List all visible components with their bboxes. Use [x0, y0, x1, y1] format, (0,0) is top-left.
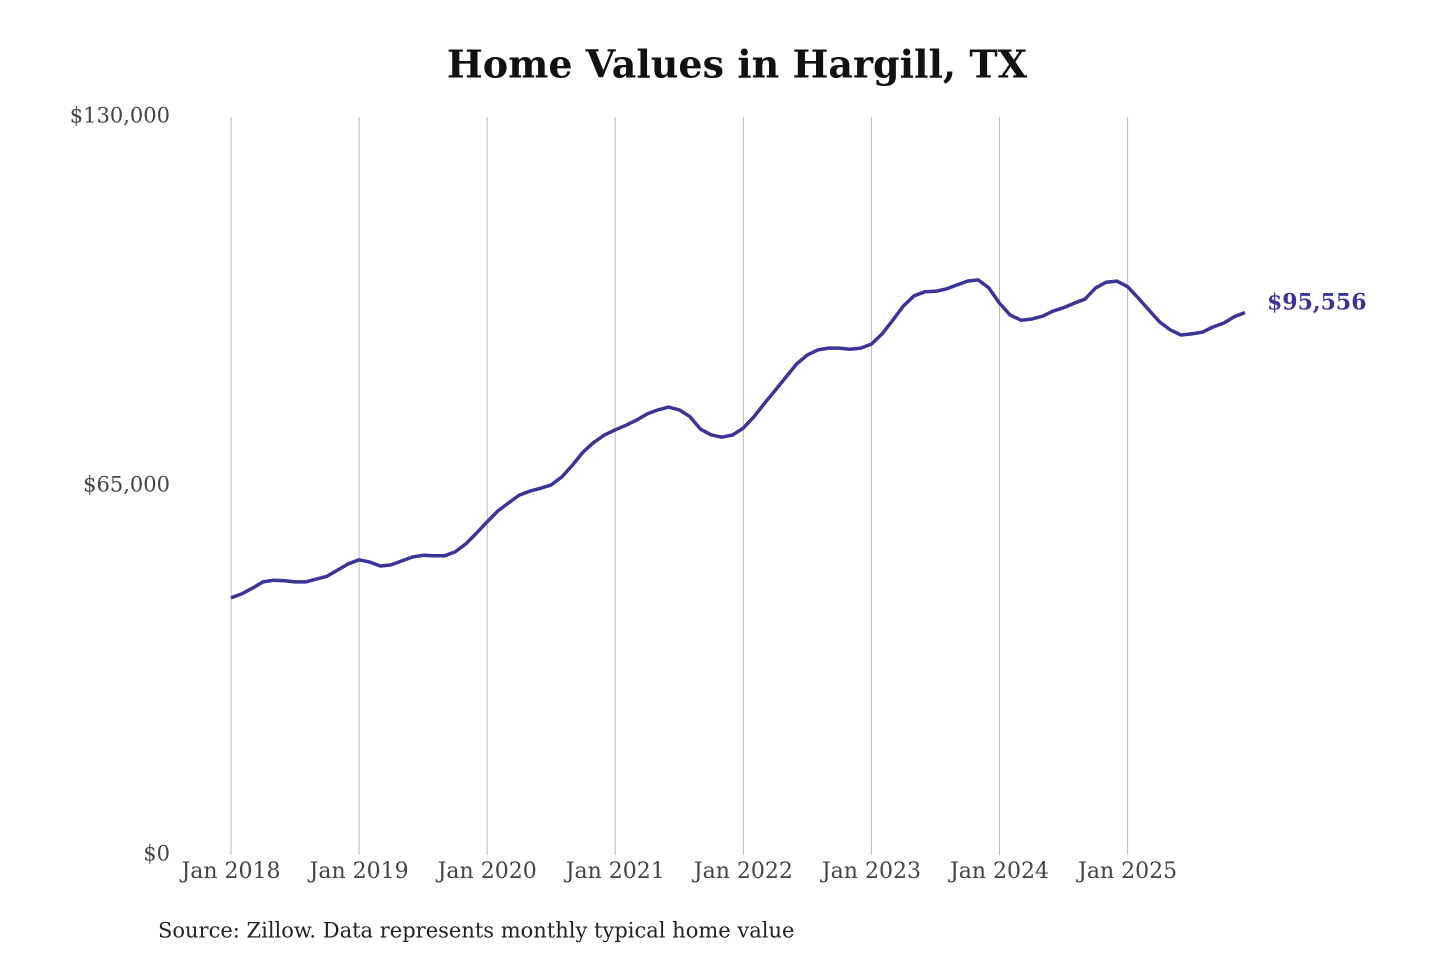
x-tick-label: Jan 2023	[820, 859, 921, 884]
x-tick-label: Jan 2022	[692, 859, 793, 884]
x-tick-label: Jan 2018	[179, 859, 280, 884]
y-tick-label: $130,000	[70, 104, 170, 128]
x-tick-label: Jan 2021	[564, 859, 665, 884]
x-tick-label: Jan 2024	[948, 859, 1049, 884]
line-series	[230, 278, 1246, 600]
x-tick-label: Jan 2019	[308, 859, 409, 884]
source-note: Source: Zillow. Data represents monthly …	[158, 919, 794, 943]
y-tick-label: $0	[143, 842, 170, 866]
end-value-label: $95,556	[1267, 290, 1367, 316]
x-tick-label: Jan 2020	[436, 859, 537, 884]
chart-title: Home Values in Hargill, TX	[447, 42, 1028, 87]
x-tick-label: Jan 2025	[1076, 859, 1177, 884]
y-tick-label: $65,000	[83, 473, 170, 497]
